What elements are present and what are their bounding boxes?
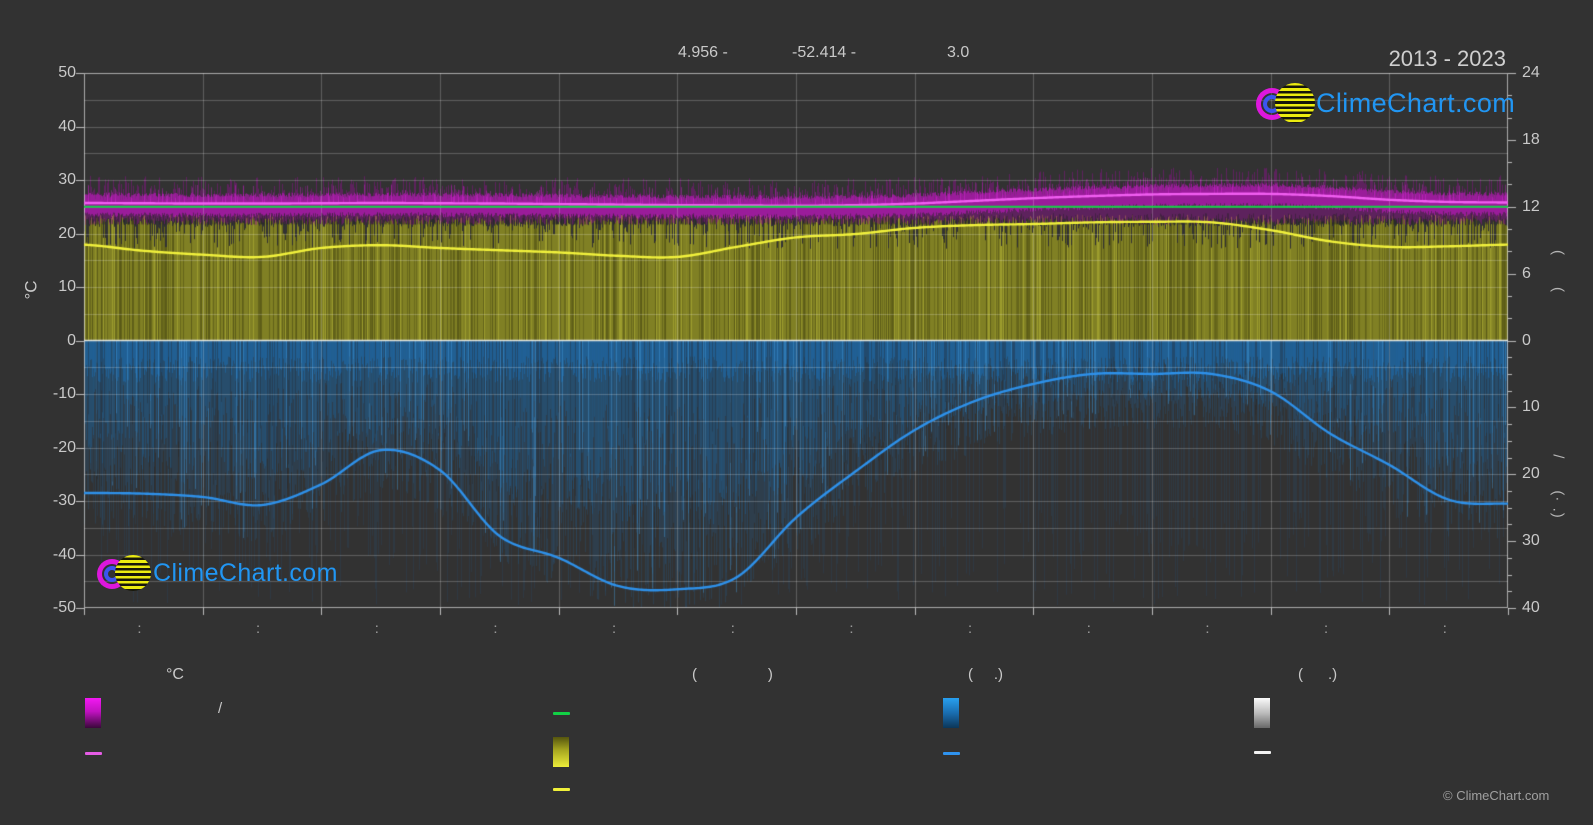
month-label-12: ▪ ▪ <box>1443 624 1454 636</box>
right-upper-tick-6: 6 <box>1522 264 1531 282</box>
left-tick--10: -10 <box>52 385 76 402</box>
left-tick-0: 0 <box>67 331 76 349</box>
legend-swatch-snow-noise <box>1254 698 1270 728</box>
right-lower-tick-40: 40 <box>1522 599 1540 616</box>
left-tick-20: 20 <box>58 224 76 242</box>
copyright-text: © ClimeChart.com <box>1443 788 1550 803</box>
climechart-logo-icon <box>95 554 153 592</box>
altitude-value: 3.0 <box>947 44 970 61</box>
logo-inner-ring-icon <box>1263 95 1281 113</box>
legend-label-temp-range: / <box>218 700 223 717</box>
month-label-8: ▪ ▪ <box>968 624 980 636</box>
legend-swatch-daylight-line <box>553 712 570 715</box>
legend-swatch-precip-mean-line <box>943 752 960 755</box>
right-lower-tick-20: 20 <box>1522 465 1540 483</box>
right-lower-tick-10: 10 <box>1522 398 1540 416</box>
legend-swatch-sunshine-noise <box>553 737 569 767</box>
legend-swatch-temp-noise <box>85 698 101 728</box>
left-tick-10: 10 <box>58 278 76 295</box>
left-tick-40: 40 <box>58 117 76 135</box>
logo-outer-ring-icon <box>1256 88 1288 120</box>
month-label-4: ▪ ▪ <box>494 624 505 636</box>
month-label-3: ▪ ▪ <box>375 624 386 636</box>
month-label-10: ▪ ▪ <box>1206 624 1217 636</box>
latitude-value: 4.956 - <box>678 44 728 61</box>
legend-swatch-temp-mean-line <box>85 752 102 755</box>
left-tick--50: -50 <box>52 599 76 616</box>
legend-swatch-precip-noise <box>943 698 959 728</box>
left-tick--20: -20 <box>52 438 76 456</box>
legend-swatch-sunshine-mean-line <box>553 788 570 791</box>
logo-striped-sun-icon <box>1275 83 1315 123</box>
legend-header-sunshine: ( ) <box>692 666 773 683</box>
watermark-text: ClimeChart.com <box>153 558 338 587</box>
right-lower-axis-label-fragments: / (· .) <box>1549 454 1567 519</box>
legend-swatch-snow-mean-line <box>1254 751 1271 754</box>
watermark-text: ClimeChart.com <box>1316 87 1516 118</box>
page-title: 2013 - 2023 <box>1388 46 1506 71</box>
legend-header-snow: ( .) <box>1298 666 1338 683</box>
watermark-logo-top-right: ClimeChart.com <box>1254 82 1515 124</box>
right-lower-tick-30: 30 <box>1522 532 1540 550</box>
left-tick--30: -30 <box>52 492 76 509</box>
legend-header-temperature: °C <box>166 666 184 683</box>
right-upper-tick-0: 0 <box>1522 331 1531 349</box>
legend-header-precipitation: ( .) <box>968 666 1003 683</box>
climechart-logo-icon <box>1254 82 1316 124</box>
month-label-1: ▪ ▪ <box>138 624 149 636</box>
right-upper-tick-12: 12 <box>1522 197 1540 215</box>
watermark-logo-bottom-left: ClimeChart.com <box>95 554 338 592</box>
logo-inner-ring-icon <box>104 566 120 582</box>
right-upper-tick-18: 18 <box>1522 130 1540 148</box>
month-label-9: ▪ ▪ <box>1087 624 1098 636</box>
month-label-5: ▪ ▪ <box>612 624 624 636</box>
longitude-value: -52.414 - <box>792 44 857 61</box>
month-label-2: ▪ ▪ <box>256 624 268 636</box>
left-tick-50: 50 <box>58 64 76 81</box>
logo-striped-sun-icon <box>115 555 151 591</box>
logo-outer-ring-icon <box>97 559 127 589</box>
month-label-7: ▪ ▪ <box>850 624 861 636</box>
right-upper-tick-24: 24 <box>1522 63 1540 81</box>
left-tick--40: -40 <box>52 545 76 563</box>
month-label-11: ▪ ▪ <box>1324 624 1336 636</box>
left-tick-30: 30 <box>58 171 76 188</box>
month-label-6: ▪ ▪ <box>731 624 742 636</box>
